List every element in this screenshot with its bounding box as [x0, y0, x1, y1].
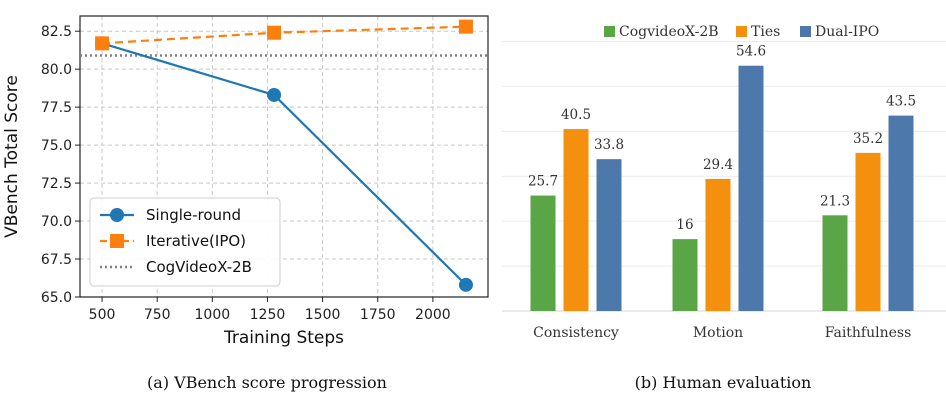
- bar-chart-bars: 25.7 40.533.8 16 29.4 54.6 21.3 35.2 43.5: [528, 44, 916, 311]
- bar-value-label: 54.6: [736, 44, 766, 60]
- series-point-0: [458, 277, 473, 292]
- x-axis-label: Training Steps: [223, 328, 344, 348]
- y-tick-label: 75.0: [41, 138, 72, 154]
- legend-label: Single-round: [146, 206, 241, 224]
- bar-value-label: 33.8: [594, 137, 624, 153]
- bar-faithfulness-0: [822, 215, 848, 311]
- legend-box: [89, 197, 281, 287]
- bar-chart-legend: CogvideoX-2B Ties Dual-IPO: [604, 24, 879, 40]
- caption-b: (b) Human evaluation: [635, 373, 812, 392]
- line-chart-ticks: 500 750 1000 1250 1500 1750 2000 65.0 67.5 70.0 72…: [41, 24, 451, 323]
- bar-motion-0: [672, 239, 698, 311]
- series-point-0: [267, 87, 282, 102]
- bar-motion-1: [705, 178, 731, 311]
- line-chart-series: [95, 19, 473, 292]
- series-point-1: [267, 25, 282, 40]
- series-point-1: [95, 36, 110, 51]
- x-tick-label: 1500: [305, 307, 341, 323]
- legend-marker: [110, 234, 124, 248]
- x-tick-label: 1750: [360, 307, 396, 323]
- caption-a: (a) VBench score progression: [147, 373, 387, 392]
- series-point-1: [458, 19, 473, 34]
- legend-label: Ties: [751, 24, 780, 40]
- legend-swatch: [736, 26, 747, 37]
- x-tick-label: 500: [89, 307, 116, 323]
- x-tick-label: 1000: [195, 307, 231, 323]
- bar-value-label: 25.7: [528, 174, 558, 190]
- category-label: Motion: [693, 325, 743, 341]
- bar-value-label: 29.4: [703, 157, 733, 173]
- x-tick-label: 1250: [250, 307, 286, 323]
- bar-motion-2: [738, 65, 764, 311]
- bar-value-label: 43.5: [886, 94, 916, 110]
- legend-label: CogVideoX-2B: [146, 258, 252, 276]
- bar-chart: 25.7 40.533.8 16 29.4 54.6 21.3 35.2 43.5 Consi…: [502, 24, 946, 392]
- bar-value-label: 40.5: [561, 107, 591, 123]
- y-tick-label: 70.0: [41, 214, 72, 230]
- legend-label: Dual-IPO: [815, 24, 879, 40]
- category-label: Faithfulness: [825, 325, 912, 341]
- bar-faithfulness-2: [888, 115, 914, 311]
- bar-value-label: 16: [676, 217, 693, 233]
- y-tick-label: 72.5: [41, 176, 72, 192]
- legend-label: Iterative(IPO): [146, 232, 246, 250]
- legend-swatch: [604, 26, 615, 37]
- y-axis-label: VBench Total Score: [2, 75, 22, 238]
- y-tick-label: 80.0: [41, 62, 72, 78]
- line-chart-legend: Single-round Iterative(IPO) CogVideoX-2B: [89, 197, 281, 287]
- legend-swatch: [800, 26, 811, 37]
- x-tick-label: 2000: [415, 307, 451, 323]
- line-chart: 500 750 1000 1250 1500 1750 2000 65.0 67.5 70.0 72…: [2, 15, 489, 392]
- y-tick-label: 65.0: [41, 290, 72, 306]
- bar-consistency-1: [563, 129, 589, 311]
- y-tick-label: 82.5: [41, 24, 72, 40]
- bar-value-label: 35.2: [853, 131, 883, 147]
- legend-marker: [110, 208, 124, 222]
- series-line-1: [101, 25, 466, 45]
- bar-chart-categories: Consistency Motion Faithfulness: [533, 325, 911, 341]
- y-tick-label: 67.5: [41, 252, 72, 268]
- line-chart-plot-area: [79, 15, 489, 298]
- legend-label: CogvideoX-2B: [619, 24, 719, 40]
- bar-consistency-2: [596, 159, 622, 311]
- x-tick-label: 750: [144, 307, 171, 323]
- bar-faithfulness-1: [855, 152, 881, 311]
- category-label: Consistency: [533, 325, 619, 341]
- bar-consistency-0: [530, 195, 556, 311]
- bar-value-label: 21.3: [820, 193, 850, 209]
- y-tick-label: 77.5: [41, 100, 72, 116]
